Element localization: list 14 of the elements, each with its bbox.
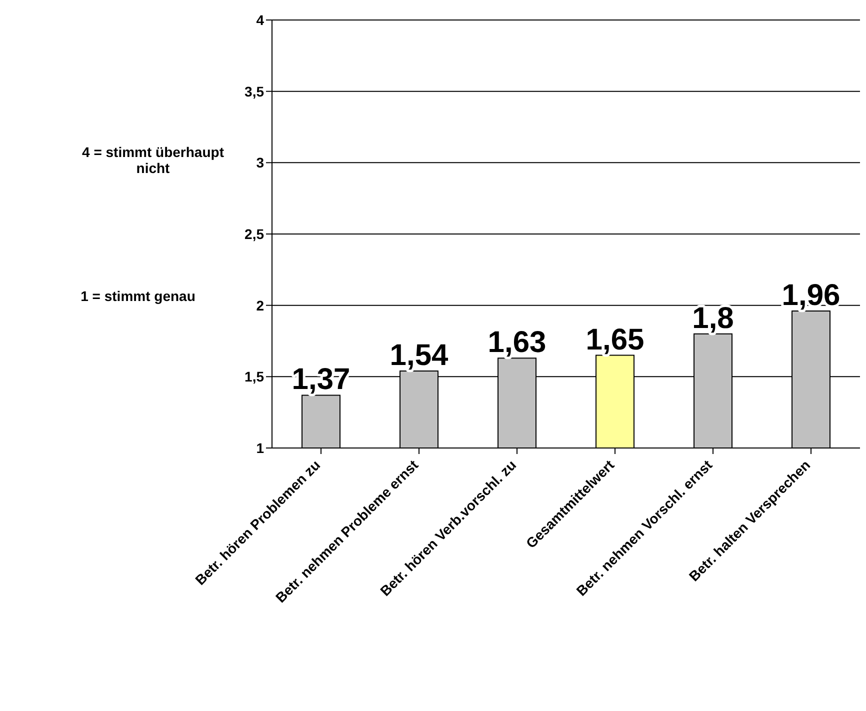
y-tick-label: 3 bbox=[256, 154, 264, 171]
y-tick-label: 4 bbox=[256, 12, 264, 28]
y-tick-label: 3,5 bbox=[244, 83, 264, 100]
y-tick-label: 2 bbox=[256, 297, 264, 314]
data-label: 1,8 bbox=[692, 302, 734, 335]
text: 4 = stimmt überhaupt nicht bbox=[81, 144, 225, 176]
data-label: 1,54 bbox=[390, 338, 449, 372]
data-label: 1,65 bbox=[586, 323, 644, 356]
data-label: 1,63 bbox=[488, 326, 546, 360]
text: 1 = stimmt genau bbox=[80, 288, 196, 304]
y-tick-label: 1 bbox=[256, 440, 264, 456]
y-tick-label: 1,5 bbox=[244, 368, 264, 385]
data-label: 1,96 bbox=[782, 279, 840, 312]
y-tick-label: 2,5 bbox=[244, 226, 264, 242]
